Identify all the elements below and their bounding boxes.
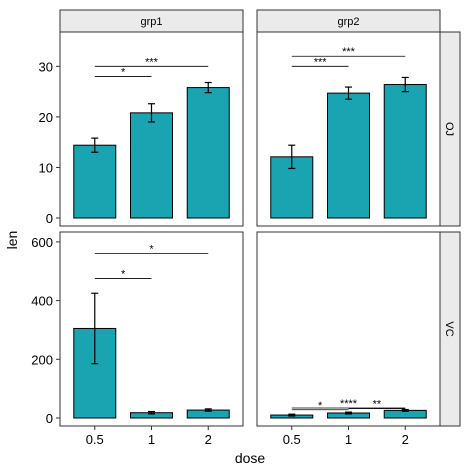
bar-2 [186, 87, 230, 219]
x-axis-title: dose [235, 450, 266, 466]
x-tick-label: 1 [345, 432, 352, 447]
facet-strip-label-grp2: grp2 [337, 16, 359, 28]
panel-grp2-OJ: *** *** [256, 31, 441, 227]
x-tick-label: 1 [148, 432, 155, 447]
significance-label: * [121, 66, 126, 78]
y-tick-label: 10 [39, 160, 53, 175]
y-tick-label: 0 [46, 211, 53, 226]
y-tick-label: 0 [46, 411, 53, 426]
panel-grp1-VC: 0 200 400 600 0.5 1 2 * * [31, 231, 244, 447]
y-tick-label: 600 [31, 235, 53, 250]
significance-label: **** [340, 398, 358, 410]
significance-label: *** [314, 56, 328, 68]
bar-1 [327, 92, 370, 219]
x-tick-label: 2 [205, 432, 212, 447]
facet-strip-label-OJ: OJ [443, 122, 455, 136]
significance-label: ** [373, 399, 382, 411]
significance-label: * [121, 269, 126, 281]
y-tick-label: 30 [39, 59, 53, 74]
significance-label: * [318, 400, 323, 412]
y-tick-label: 200 [31, 352, 53, 367]
y-tick-label: 20 [39, 110, 53, 125]
bar-2 [383, 84, 427, 219]
bar-1 [130, 112, 173, 219]
x-tick-label: 0.5 [283, 432, 301, 447]
y-axis-title: len [4, 231, 20, 250]
panel-border [256, 231, 441, 427]
panel-grp2-VC: 0.5 1 2* **** ** [256, 231, 441, 447]
significance-label: *** [145, 56, 159, 68]
bar-0.5 [73, 144, 117, 219]
x-tick-label: 2 [402, 432, 409, 447]
significance-label: *** [342, 46, 356, 58]
facet-strip-label-VC: VC [443, 321, 455, 336]
y-tick-label: 400 [31, 294, 53, 309]
x-tick-label: 0.5 [86, 432, 104, 447]
significance-label: * [149, 244, 154, 256]
facet-strip-label-grp1: grp1 [140, 16, 162, 28]
